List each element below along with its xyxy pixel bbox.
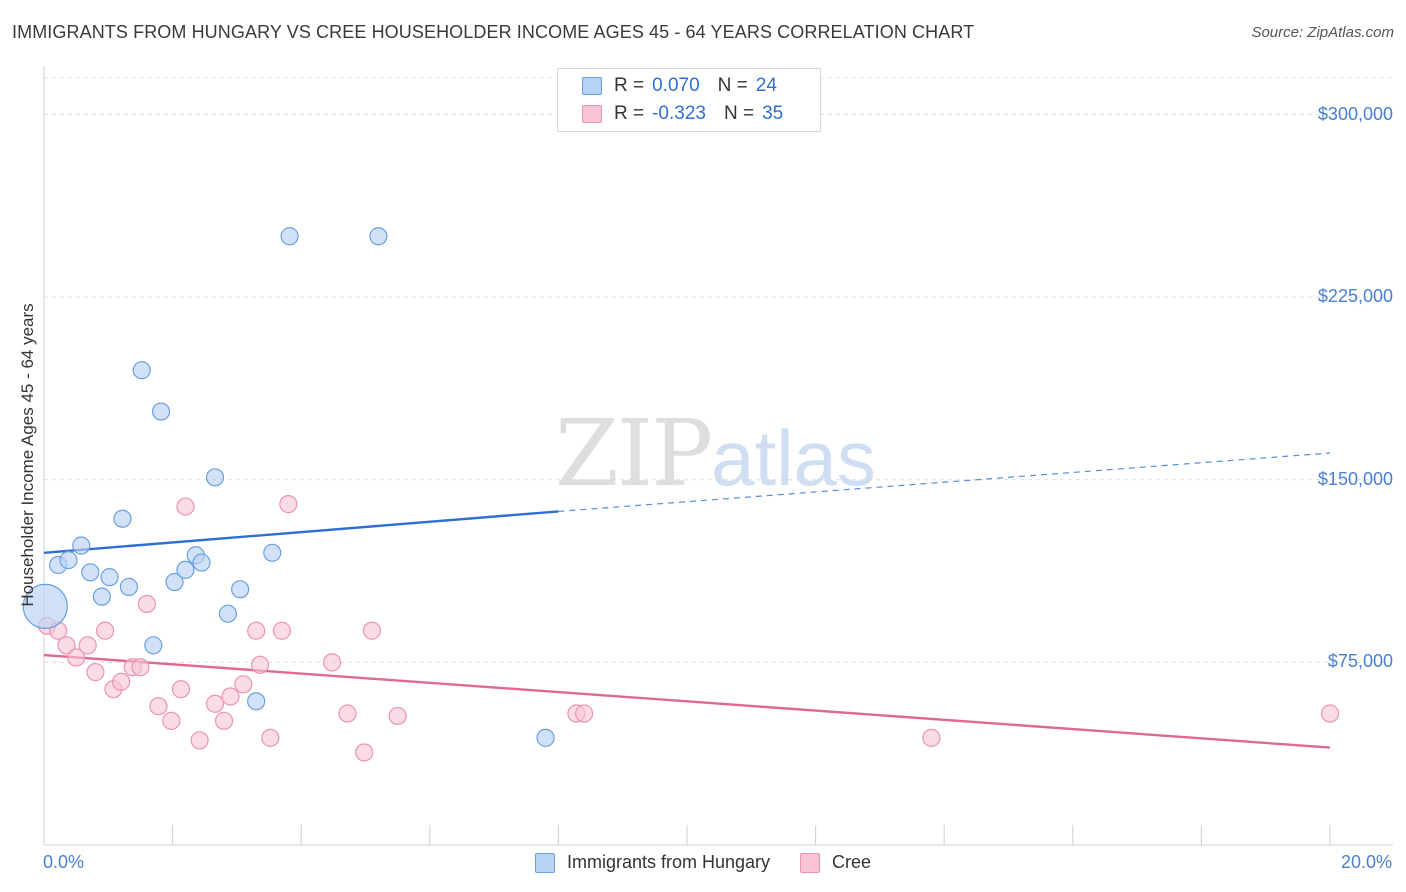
data-point-hungary — [113, 509, 132, 528]
legend-r-value: -0.323 — [652, 103, 706, 124]
y-tick-label: $300,000 — [1317, 103, 1393, 124]
correlation-legend: R = 0.070 N = 24 R = -0.323 N = 35 — [557, 68, 821, 132]
data-point-hungary — [280, 227, 299, 246]
data-point-hungary — [81, 563, 100, 582]
legend-n-value: 35 — [762, 103, 784, 124]
chart-title: IMMIGRANTS FROM HUNGARY VS CREE HOUSEHOL… — [12, 22, 975, 42]
data-point-hungary — [176, 560, 195, 579]
data-point-cree — [221, 687, 240, 706]
y-axis-label: Householder Income Ages 45 - 64 years — [18, 303, 37, 607]
data-point-cree — [322, 653, 342, 672]
y-tick-label: $150,000 — [1317, 468, 1393, 489]
data-point-hungary — [22, 583, 68, 629]
data-point-cree — [1320, 704, 1340, 723]
axes — [43, 66, 1393, 846]
data-point-cree — [95, 621, 115, 640]
legend-r-label: R = — [614, 103, 645, 124]
data-point-cree — [234, 675, 253, 694]
data-point-hungary — [536, 728, 555, 747]
data-point-cree — [67, 648, 86, 667]
legend-item-hungary: Immigrants from Hungary — [534, 852, 771, 873]
data-point-cree — [78, 636, 97, 655]
legend-swatch-blue — [534, 852, 555, 873]
data-point-hungary — [100, 568, 119, 587]
data-point-cree — [279, 495, 298, 514]
data-point-cree — [388, 706, 407, 726]
trend-line-hungary — [43, 510, 559, 555]
data-point-cree — [162, 711, 181, 730]
legend-label-cree: Cree — [832, 852, 872, 872]
data-point-hungary — [59, 551, 78, 570]
data-point-hungary — [151, 402, 171, 421]
data-point-hungary — [247, 692, 266, 711]
data-point-cree — [338, 704, 357, 723]
data-point-hungary — [72, 536, 91, 555]
legend-label-hungary: Immigrants from Hungary — [566, 852, 771, 872]
data-point-hungary — [92, 587, 111, 606]
legend-row-hungary: R = 0.070 N = 24 — [582, 73, 777, 99]
data-point-cree — [176, 497, 195, 516]
data-point-cree — [261, 728, 280, 747]
data-point-hungary — [165, 572, 184, 592]
data-point-cree — [190, 731, 209, 750]
watermark-atlas: atlas — [711, 414, 876, 502]
x-tick-label-max: 20.0% — [1340, 852, 1392, 872]
watermark: ZIPatlas — [555, 400, 876, 507]
data-points — [22, 227, 1340, 762]
legend-r-label: R = — [614, 75, 645, 96]
data-point-hungary — [205, 468, 225, 487]
series-legend: Immigrants from Hungary Cree — [0, 852, 1406, 873]
data-point-hungary — [119, 577, 138, 596]
x-tick-label-min: 0.0% — [43, 852, 85, 872]
source-label: Source: ZipAtlas.com — [1251, 24, 1394, 41]
data-point-cree — [149, 697, 168, 716]
watermark-zip: ZIP — [555, 400, 713, 507]
gridlines — [44, 77, 1393, 663]
data-point-cree — [86, 663, 105, 682]
data-point-cree — [575, 704, 594, 723]
data-point-cree — [922, 728, 941, 747]
data-point-cree — [205, 694, 225, 713]
trend-lines — [43, 452, 1331, 749]
legend-row-cree: R = -0.323 N = 35 — [582, 101, 783, 127]
trend-line-hungary-projection — [558, 452, 1331, 513]
data-point-hungary — [231, 580, 250, 599]
data-point-cree — [57, 636, 76, 655]
data-point-hungary — [263, 543, 282, 562]
data-point-cree — [355, 743, 374, 762]
legend-n-label: N = — [717, 75, 748, 96]
legend-n-label: N = — [723, 103, 755, 124]
data-point-hungary — [192, 553, 211, 572]
legend-swatch-pink — [582, 105, 602, 123]
data-point-cree — [112, 672, 131, 691]
data-point-cree — [214, 711, 234, 730]
data-point-cree — [247, 621, 266, 640]
data-point-hungary — [369, 227, 388, 246]
data-point-cree — [131, 658, 150, 677]
data-point-cree — [272, 621, 292, 640]
data-point-cree — [137, 594, 156, 614]
y-tick-label: $225,000 — [1317, 286, 1393, 307]
data-point-hungary — [132, 361, 151, 380]
data-point-cree — [250, 655, 270, 674]
legend-n-value: 24 — [755, 75, 777, 96]
legend-r-value: 0.070 — [652, 75, 700, 96]
data-point-hungary — [144, 636, 163, 655]
data-point-hungary — [218, 604, 237, 623]
legend-item-cree: Cree — [800, 852, 871, 873]
data-point-cree — [362, 621, 382, 640]
data-point-cree — [171, 680, 191, 699]
legend-swatch-blue — [582, 77, 602, 95]
y-tick-label: $75,000 — [1327, 651, 1393, 672]
legend-swatch-pink — [800, 852, 821, 873]
